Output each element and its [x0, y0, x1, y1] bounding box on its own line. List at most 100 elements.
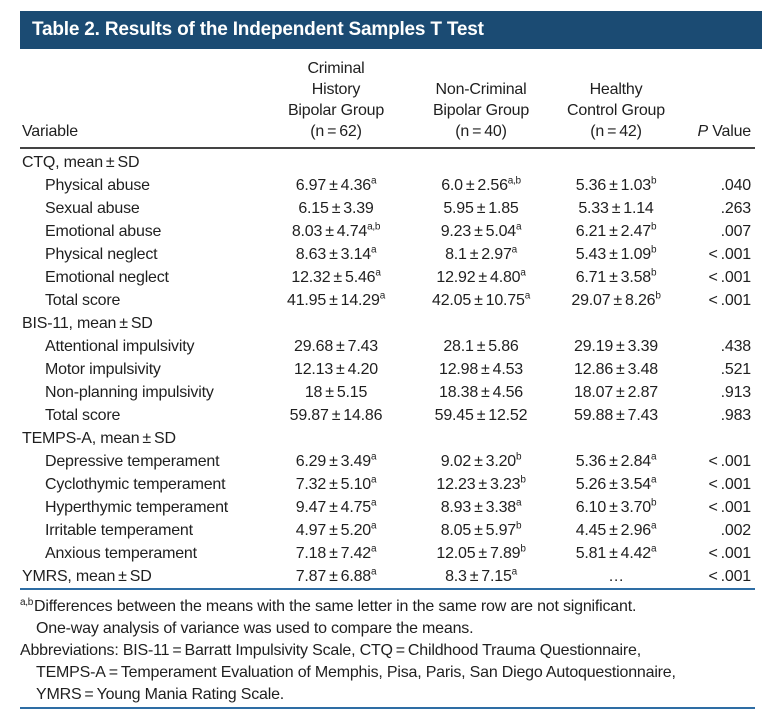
criminal-history-value-cell: 6.97 ± 4.36a — [295, 175, 377, 194]
significance-superscript: a — [651, 520, 657, 532]
significance-superscript: b — [651, 175, 657, 187]
significance-superscript: a — [375, 267, 381, 279]
criminal-history-value-cell: 29.68 ± 7.43 — [294, 338, 378, 355]
table-section-row: BIS-11, mean ± SD — [20, 312, 755, 335]
footnote-superscript: a,b — [20, 596, 34, 608]
healthy-control-value-cell: 12.86 ± 3.48 — [574, 361, 658, 378]
row-label: Motor impulsivity — [45, 361, 161, 378]
criminal-history-value-cell: 12.32 ± 5.46a — [291, 267, 381, 286]
significance-superscript: a — [371, 520, 377, 532]
table-row: Motor impulsivity 12.13 ± 4.20 12.98 ± 4.5… — [20, 358, 755, 381]
p-value-cell: .263 — [720, 200, 752, 217]
row-label: Non-planning impulsivity — [45, 384, 214, 401]
p-value-rest: Value — [708, 123, 751, 140]
row-label: Hyperthymic temperament — [45, 499, 229, 516]
non-criminal-value-cell: 6.0 ± 2.56a,b — [441, 175, 521, 194]
criminal-history-value-cell: 18 ± 5.15 — [304, 384, 368, 401]
significance-superscript: a — [371, 244, 377, 256]
criminal-history-value-cell: 9.47 ± 4.75a — [295, 497, 377, 516]
table-row: Sexual abuse 6.15 ± 3.39 5.95 ± 1.85 5.33 ±… — [20, 197, 755, 220]
non-criminal-value-cell: 12.98 ± 4.53 — [439, 361, 523, 378]
significance-superscript: a — [379, 290, 386, 302]
column-header-criminal-history-group: Criminal History Bipolar Group (n = 62) — [260, 58, 412, 142]
table-section-row: CTQ, mean ± SD — [20, 151, 755, 174]
significance-superscript: a — [516, 221, 522, 233]
significance-superscript: b — [520, 474, 526, 486]
significance-superscript: a — [651, 451, 657, 463]
p-value-cell: < .001 — [708, 568, 752, 585]
criminal-history-value-cell: 6.15 ± 3.39 — [298, 200, 374, 217]
column-header-p-value: P Value — [682, 121, 755, 142]
header-divider-rule — [20, 147, 755, 149]
healthy-control-value-cell: 5.43 ± 1.09b — [575, 244, 657, 263]
row-label: Sexual abuse — [45, 200, 140, 217]
significance-superscript: a — [520, 267, 526, 279]
group-header-line: (n = 62) — [310, 123, 362, 140]
footnote-line: TEMPS-A = Temperament Evaluation of Memp… — [36, 664, 676, 681]
table-row: Total score 41.95 ± 14.29a 42.05 ± 10.75a 2… — [20, 289, 755, 312]
column-header-non-criminal-group: Non-Criminal Bipolar Group (n = 40) — [412, 79, 550, 142]
significance-superscript: a — [524, 290, 531, 302]
significance-superscript: b — [651, 221, 657, 233]
non-criminal-value-cell: 9.23 ± 5.04a — [440, 221, 522, 240]
table-section-row: YMRS, mean ± SD 7.87 ± 6.88a 8.3 ± 7.15a … <… — [20, 565, 755, 588]
row-label: Total score — [45, 292, 121, 309]
group-header-line: Bipolar Group — [432, 102, 530, 119]
footnote-line: One-way analysis of variance was used to… — [36, 620, 474, 637]
table-row: Attentional impulsivity 29.68 ± 7.43 28.1 … — [20, 335, 755, 358]
significance-superscript: a — [371, 175, 377, 187]
row-label: Attentional impulsivity — [45, 338, 195, 355]
significance-superscript: a — [516, 497, 522, 509]
row-label: Physical abuse — [45, 177, 150, 194]
group-header-line: Non-Criminal — [435, 81, 527, 98]
criminal-history-value-cell — [260, 427, 412, 450]
p-value-cell: < .001 — [708, 453, 752, 470]
p-value-cell: .007 — [720, 223, 752, 240]
criminal-history-value-cell: 7.87 ± 6.88a — [295, 566, 377, 585]
significance-superscript: a — [371, 543, 377, 555]
table-title: Table 2. Results of the Independent Samp… — [32, 19, 484, 40]
p-value-cell: .438 — [720, 338, 752, 355]
non-criminal-value-cell: 12.23 ± 3.23b — [436, 474, 526, 493]
non-criminal-value-cell: 18.38 ± 4.56 — [439, 384, 523, 401]
non-criminal-value-cell: 12.92 ± 4.80a — [436, 267, 526, 286]
criminal-history-value-cell: 4.97 ± 5.20a — [295, 520, 377, 539]
p-value-italic-p: P — [697, 123, 709, 140]
row-label: Cyclothymic temperament — [45, 476, 226, 493]
row-label: Depressive temperament — [45, 453, 220, 470]
healthy-control-value-cell: 6.71 ± 3.58b — [575, 267, 657, 286]
non-criminal-value-cell — [412, 427, 550, 450]
group-header-line: Bipolar Group — [287, 102, 385, 119]
group-header-line: Control Group — [567, 102, 665, 119]
healthy-control-value-cell: 5.26 ± 3.54a — [575, 474, 657, 493]
significance-superscript: a,b — [367, 221, 381, 233]
table-row: Emotional neglect 12.32 ± 5.46a 12.92 ± 4.… — [20, 266, 755, 289]
figure-bottom-rule — [20, 707, 755, 709]
p-value-cell: < .001 — [708, 476, 752, 493]
healthy-control-value-cell: 5.81 ± 4.42a — [575, 543, 657, 562]
criminal-history-value-cell: 6.29 ± 3.49a — [295, 451, 377, 470]
p-value-cell: < .001 — [708, 499, 752, 516]
healthy-control-value-cell: 6.21 ± 2.47b — [575, 221, 657, 240]
table-row: Total score 59.87 ± 14.86 59.45 ± 12.52 59.… — [20, 404, 755, 427]
p-value-cell — [682, 312, 755, 335]
footnote-line: Abbreviations: BIS-11 = Barratt Impulsiv… — [20, 642, 641, 659]
significance-superscript: a — [371, 566, 377, 578]
table-column-headers: Variable Criminal History Bipolar Group (n … — [20, 50, 755, 147]
row-label: Emotional abuse — [45, 223, 162, 240]
criminal-history-value-cell: 59.87 ± 14.86 — [289, 407, 383, 424]
non-criminal-value-cell: 12.05 ± 7.89b — [436, 543, 526, 562]
row-label: YMRS, mean ± SD — [22, 568, 152, 585]
criminal-history-value-cell: 8.03 ± 4.74a,b — [291, 221, 381, 240]
significance-superscript: a — [651, 543, 657, 555]
non-criminal-value-cell: 8.93 ± 3.38a — [440, 497, 522, 516]
healthy-control-value-cell — [550, 427, 682, 450]
p-value-cell — [682, 151, 755, 174]
criminal-history-value-cell — [260, 312, 412, 335]
criminal-history-value-cell — [260, 151, 412, 174]
healthy-control-value-cell: 29.07 ± 8.26b — [571, 290, 661, 309]
significance-superscript: a — [371, 451, 377, 463]
table-row: Non-planning impulsivity 18 ± 5.15 18.38 ±… — [20, 381, 755, 404]
healthy-control-value-cell: 5.36 ± 1.03b — [575, 175, 657, 194]
healthy-control-value-cell — [550, 312, 682, 335]
